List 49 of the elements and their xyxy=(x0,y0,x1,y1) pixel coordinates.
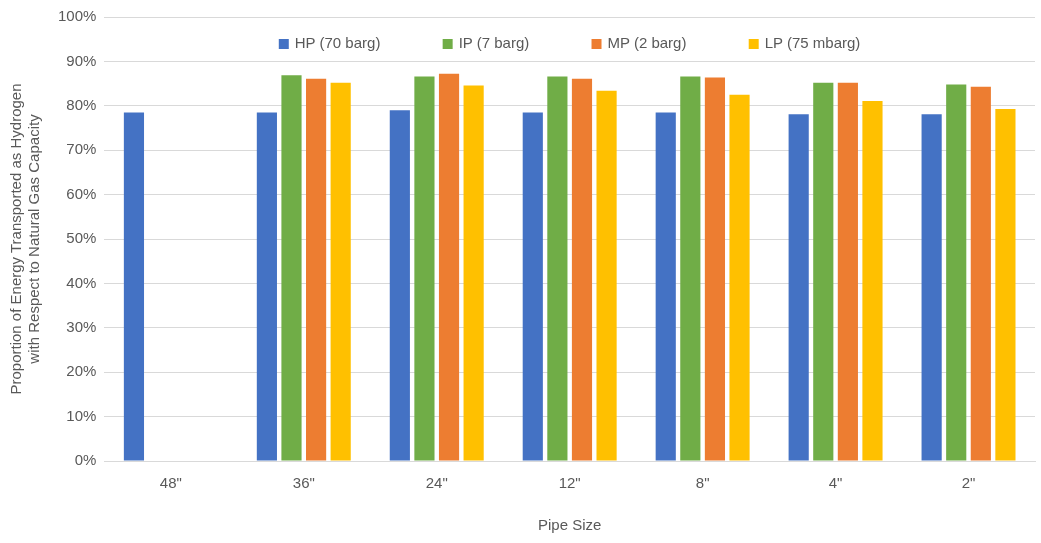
y-tick-label: 70% xyxy=(66,140,97,158)
y-tick-label: 80% xyxy=(66,95,97,113)
legend-label: LP (75 mbarg) xyxy=(764,34,861,52)
bar xyxy=(547,76,568,461)
bar xyxy=(813,82,834,461)
bar xyxy=(995,108,1016,461)
bar xyxy=(123,112,145,461)
y-tick-label: 40% xyxy=(66,273,97,291)
bar xyxy=(306,78,327,461)
y-tick-label: 0% xyxy=(74,451,97,469)
bar xyxy=(680,76,701,461)
legend-label: IP (7 barg) xyxy=(458,34,530,52)
y-tick-label: 20% xyxy=(66,362,97,380)
x-axis-title: Pipe Size xyxy=(537,516,602,534)
x-tick-label: 12" xyxy=(558,474,581,492)
bar xyxy=(256,112,277,461)
x-tick-label: 8" xyxy=(695,474,710,492)
bar xyxy=(837,82,858,461)
bar xyxy=(704,77,726,461)
y-tick-label: 50% xyxy=(66,229,97,247)
bar xyxy=(389,110,410,461)
bar xyxy=(522,112,543,461)
y-tick-label: 60% xyxy=(66,184,97,202)
bar xyxy=(571,78,593,461)
bar xyxy=(946,84,967,461)
y-axis-title: Proportion of Energy Transported as Hydrogen with Respect to Natural Gas Capacity xyxy=(7,83,43,395)
bar xyxy=(970,86,991,461)
y-tick-label: 30% xyxy=(66,317,97,335)
x-tick-label: 24" xyxy=(425,474,448,492)
bar xyxy=(655,112,676,461)
bar xyxy=(281,75,302,461)
bar xyxy=(729,94,750,461)
bar xyxy=(596,90,617,461)
y-tick-label: 100% xyxy=(57,7,97,25)
bar xyxy=(921,114,942,461)
bar xyxy=(788,114,809,461)
legend-label: HP (70 barg) xyxy=(294,34,381,52)
y-tick-label: 10% xyxy=(66,406,97,424)
bar xyxy=(438,73,460,461)
bar xyxy=(463,85,484,461)
y-tick-label: 90% xyxy=(66,51,97,69)
bar xyxy=(414,76,435,461)
bar xyxy=(862,100,883,461)
x-tick-label: 48" xyxy=(159,474,182,492)
x-tick-label: 36" xyxy=(292,474,315,492)
bar xyxy=(330,82,351,461)
legend-label: MP (2 barg) xyxy=(607,34,687,52)
x-tick-label: 4" xyxy=(828,474,843,492)
x-tick-label: 2" xyxy=(961,474,976,492)
